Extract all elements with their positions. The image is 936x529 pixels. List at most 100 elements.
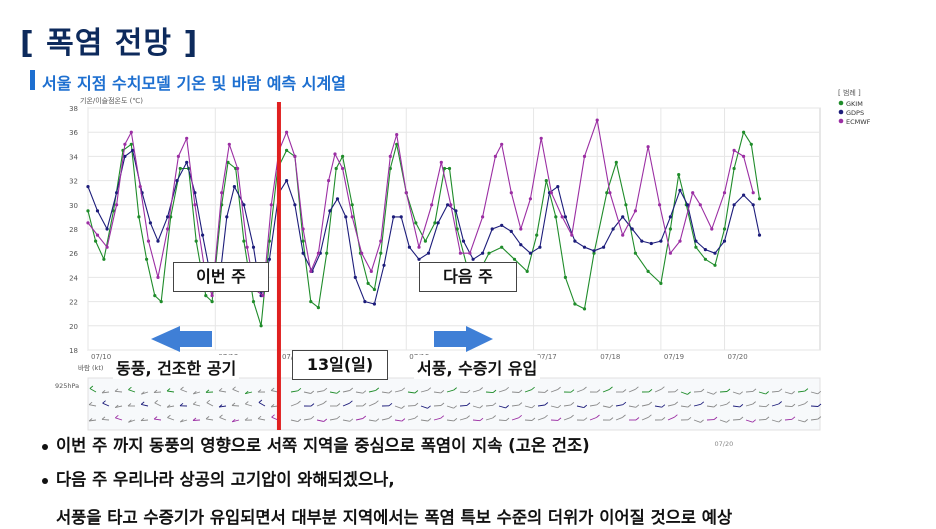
wind-barb-flag — [192, 401, 197, 405]
data-point-gdps — [678, 188, 682, 192]
x-tick-label: 07/18 — [600, 353, 620, 361]
data-point-ecmwf — [86, 221, 90, 225]
data-point-gkim — [646, 269, 650, 273]
x-tick-label: 07/19 — [664, 353, 684, 361]
y-tick-label: 24 — [69, 274, 78, 282]
data-point-gdps — [301, 251, 305, 255]
x-tick-label: 07/10 — [91, 353, 111, 361]
wind-barb-flag — [154, 400, 158, 404]
wind-barb — [576, 389, 584, 393]
wind-barb — [719, 391, 728, 393]
wind-barb — [271, 416, 279, 421]
wind-barb-flag — [544, 402, 549, 406]
wind-barb — [381, 391, 389, 394]
wind-barb-flag — [270, 387, 275, 391]
legend-label-gkim: GKIM — [846, 100, 863, 108]
wind-barb-flag — [206, 399, 211, 404]
wind-barb-flag — [362, 390, 367, 394]
wind-barb-flag — [88, 401, 93, 406]
data-point-ecmwf — [549, 191, 554, 195]
wind-barb-flag — [153, 416, 158, 420]
wind-barb-flag — [440, 415, 445, 419]
data-point-gdps — [293, 203, 297, 207]
bullet-item: 이번 주 까지 동풍의 영향으로 서쪽 지역을 중심으로 폭염이 지속 (고온 … — [42, 432, 590, 456]
data-point-ecmwf — [115, 203, 119, 207]
wind-barb — [628, 388, 636, 393]
data-point-gdps — [407, 245, 411, 249]
y-tick-label: 32 — [69, 178, 78, 186]
wind-barb — [180, 419, 188, 423]
wind-barb-flag — [141, 391, 145, 395]
data-point-gkim — [395, 142, 399, 146]
wind-tick-label: 07/20 — [715, 440, 734, 448]
wind-barb-flag — [778, 419, 782, 423]
wind-barb — [472, 389, 480, 393]
wind-barb — [141, 403, 149, 407]
data-point-gkim — [145, 257, 149, 261]
wind-barb — [498, 419, 507, 422]
wind-barb-flag — [101, 416, 106, 420]
wind-barb — [758, 418, 767, 421]
wind-barb — [693, 403, 701, 407]
wind-barb — [719, 403, 727, 407]
wind-barb — [732, 419, 741, 421]
wind-barb — [433, 391, 441, 394]
data-point-gdps — [649, 241, 653, 246]
data-point-gdps — [335, 197, 340, 201]
wind-barb-flag — [140, 417, 145, 422]
bullet-text: 서풍을 타고 수증기가 유입되면서 대부분 지역에서는 폭염 특보 수준의 더위… — [56, 508, 733, 527]
wind-barb-flag — [297, 418, 302, 422]
wind-barb-flag — [101, 390, 106, 394]
wind-barb — [472, 405, 480, 409]
wind-barb — [615, 416, 623, 421]
data-point-ecmwf — [309, 269, 313, 273]
y-tick-label: 28 — [69, 226, 78, 234]
wind-barb-flag — [739, 416, 744, 420]
wind-barb — [706, 405, 714, 408]
data-point-gdps — [703, 248, 708, 252]
wind-barb — [420, 389, 428, 393]
wind-barb — [524, 405, 532, 409]
series-line-gkim — [87, 131, 761, 327]
data-point-gkim — [677, 173, 681, 177]
data-point-ecmwf — [710, 227, 714, 231]
wind-barb-flag — [583, 404, 588, 408]
wind-barb-flag — [648, 414, 652, 418]
bullet-text: 이번 주 까지 동풍의 영향으로 서쪽 지역을 중심으로 폭염이 지속 (고온 … — [56, 436, 590, 455]
wind-barb-flag — [713, 416, 718, 420]
data-point-gkim — [694, 245, 698, 249]
wind-barb — [140, 419, 149, 422]
data-point-gkim — [749, 142, 753, 146]
data-point-ecmwf — [269, 203, 273, 207]
wind-barb — [180, 389, 188, 393]
x-tick-label: 07/20 — [728, 353, 748, 361]
data-point-ecmwf — [751, 191, 755, 195]
wind-barb — [797, 403, 805, 407]
wind-barb-flag — [778, 401, 782, 405]
wind-barb-flag — [596, 401, 601, 406]
data-point-ecmwf — [301, 227, 305, 231]
wind-barb-flag — [323, 400, 327, 404]
data-point-gkim — [563, 275, 568, 279]
wind-barb — [654, 388, 662, 393]
y-tick-label: 18 — [69, 347, 78, 355]
wind-barb-flag — [336, 403, 341, 407]
wind-barb — [459, 391, 468, 394]
wind-barb — [511, 404, 519, 407]
wind-barb-flag — [531, 417, 536, 421]
wind-barb-flag — [270, 404, 275, 408]
wind-barb-flag — [583, 386, 587, 390]
wind-barb — [342, 390, 350, 393]
wind-axis-label: 바람 (kt) — [78, 363, 103, 372]
wind-barb-flag — [505, 417, 510, 421]
wind-barb — [231, 405, 240, 407]
wind-barb-flag — [180, 386, 184, 390]
wind-barb — [667, 416, 675, 421]
data-point-gkim — [500, 245, 504, 249]
wind-barb — [153, 391, 162, 394]
wind-barb-flag — [726, 419, 730, 423]
data-point-gkim — [554, 215, 558, 219]
wind-barb-flag — [89, 385, 94, 389]
wind-barb-flag — [700, 419, 704, 423]
data-point-gkim — [742, 130, 746, 134]
